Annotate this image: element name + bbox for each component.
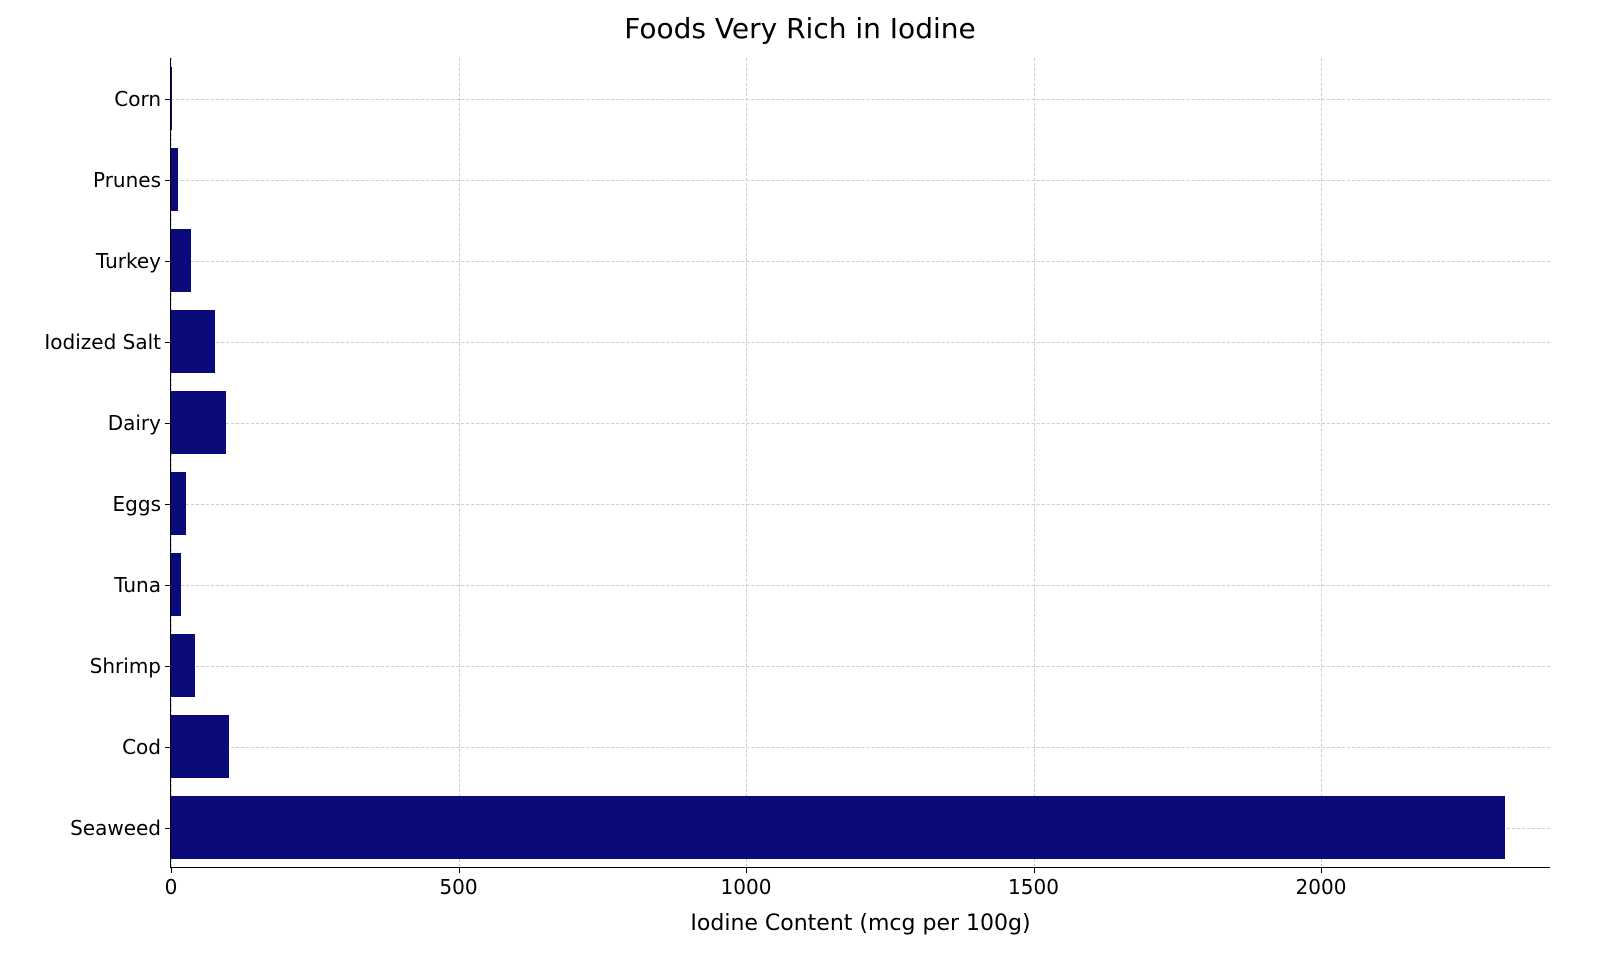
y-tick-label: Tuna xyxy=(114,573,171,597)
bar xyxy=(171,796,1505,860)
grid-horizontal xyxy=(171,666,1550,667)
bar xyxy=(171,310,215,374)
y-tick-label: Shrimp xyxy=(90,654,171,678)
chart-title: Foods Very Rich in Iodine xyxy=(0,12,1600,45)
x-tick-label: 1500 xyxy=(1008,867,1059,899)
plot-area: 0500100015002000SeaweedCodShrimpTunaEggs… xyxy=(170,58,1550,868)
bar xyxy=(171,148,178,212)
y-tick-label: Dairy xyxy=(108,411,171,435)
bar xyxy=(171,67,172,131)
grid-horizontal xyxy=(171,504,1550,505)
y-tick-label: Seaweed xyxy=(70,816,171,840)
bar xyxy=(171,472,186,536)
grid-horizontal xyxy=(171,99,1550,100)
grid-horizontal xyxy=(171,423,1550,424)
bar xyxy=(171,634,195,698)
chart-container: Foods Very Rich in Iodine 05001000150020… xyxy=(0,0,1600,954)
grid-horizontal xyxy=(171,342,1550,343)
y-tick-label: Cod xyxy=(122,735,171,759)
x-tick-label: 1000 xyxy=(721,867,772,899)
x-tick-label: 0 xyxy=(165,867,178,899)
x-tick-label: 2000 xyxy=(1296,867,1347,899)
bar xyxy=(171,715,229,779)
bar xyxy=(171,229,191,293)
x-tick-label: 500 xyxy=(439,867,477,899)
grid-horizontal xyxy=(171,261,1550,262)
y-tick-label: Iodized Salt xyxy=(44,330,171,354)
bar xyxy=(171,391,226,455)
y-tick-label: Corn xyxy=(114,87,171,111)
x-axis-label: Iodine Content (mcg per 100g) xyxy=(171,911,1550,936)
y-tick-label: Eggs xyxy=(113,492,171,516)
y-tick-label: Turkey xyxy=(96,249,171,273)
bar xyxy=(171,553,181,617)
y-tick-label: Prunes xyxy=(93,168,171,192)
grid-horizontal xyxy=(171,180,1550,181)
grid-horizontal xyxy=(171,747,1550,748)
grid-horizontal xyxy=(171,585,1550,586)
